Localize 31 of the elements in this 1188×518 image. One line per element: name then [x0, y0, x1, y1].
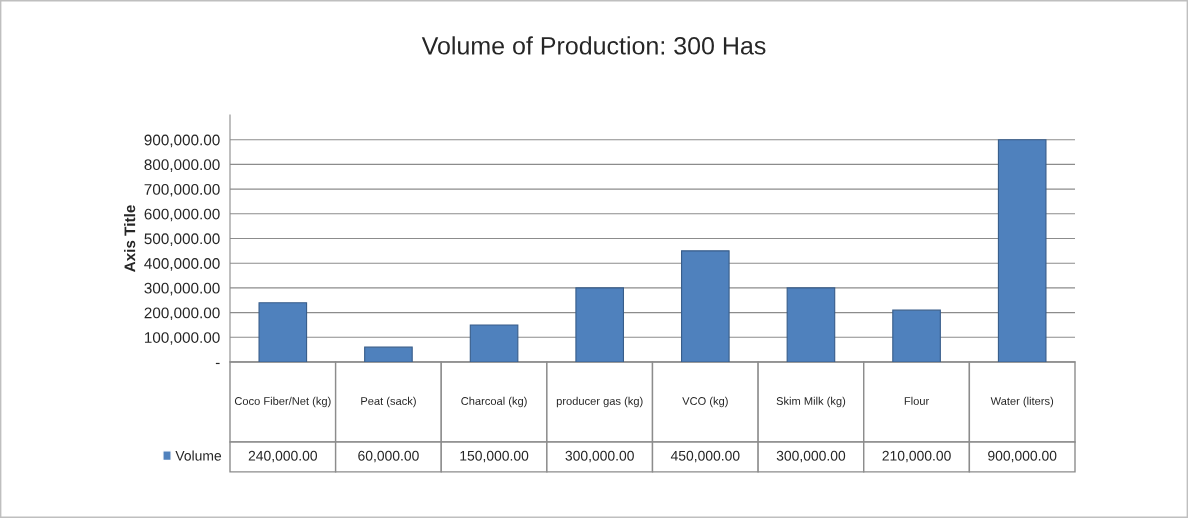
x-tick-label: Skim Milk (kg)	[776, 396, 846, 408]
bar	[364, 346, 413, 362]
chart-title: Volume of Production: 300 Has	[421, 36, 766, 55]
y-tick-label: 700,000.00	[144, 183, 220, 197]
x-tick-label: Water (liters)	[990, 396, 1054, 408]
legend-label: Volume	[175, 450, 222, 461]
data-label: 60,000.00	[358, 450, 419, 463]
y-tick-label: 100,000.00	[144, 332, 220, 345]
x-tick-label: Charcoal (kg)	[461, 396, 527, 408]
data-label: 300,000.00	[565, 450, 634, 463]
data-label: 210,000.00	[882, 450, 951, 463]
y-tick-label: 300,000.00	[144, 282, 220, 296]
x-tick-label: Peat (sack)	[361, 396, 416, 408]
y-axis-title: Axis Title	[124, 205, 136, 272]
x-tick-label: Coco Fiber/Net (kg)	[234, 396, 331, 408]
x-tick-label: Flour	[904, 396, 930, 405]
y-tick-label: 800,000.00	[144, 159, 220, 172]
data-label: 240,000.00	[248, 450, 318, 463]
y-tick-label: 200,000.00	[144, 307, 220, 321]
x-tick-label: producer gas (kg)	[556, 396, 643, 408]
y-tick-label: 900,000.00	[144, 134, 220, 148]
bar	[469, 324, 519, 362]
y-tick-label: 500,000.00	[144, 233, 220, 246]
data-label: 150,000.00	[460, 450, 529, 463]
data-label: 300,000.00	[776, 450, 846, 463]
data-label: 900,000.00	[988, 450, 1057, 463]
data-label: 450,000.00	[670, 450, 740, 463]
y-tick-label: 400,000.00	[144, 258, 220, 271]
y-tick-label: 600,000.00	[144, 208, 220, 222]
x-tick-label: VCO (kg)	[682, 396, 728, 408]
y-tick-label: -	[215, 362, 220, 365]
